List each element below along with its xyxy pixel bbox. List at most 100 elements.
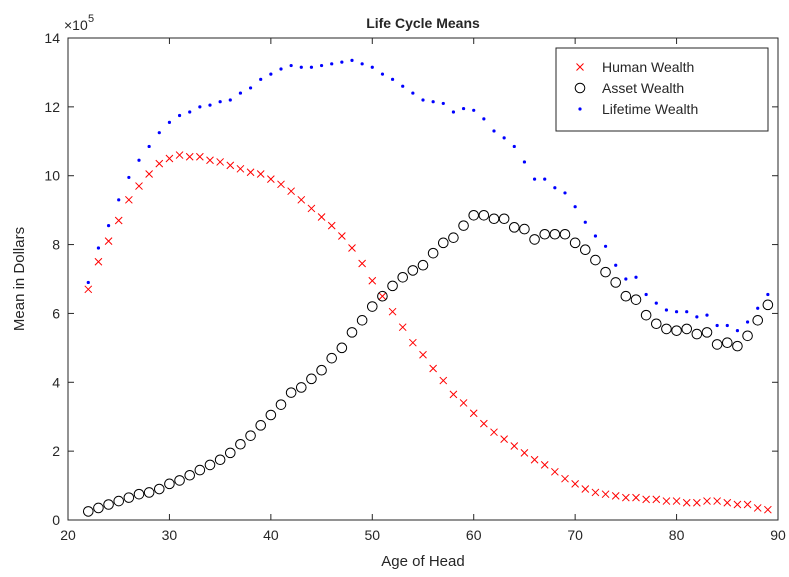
- data-point: [307, 204, 316, 213]
- data-point: [640, 309, 652, 321]
- data-point: [472, 108, 476, 112]
- data-point: [407, 265, 419, 276]
- data-point: [350, 58, 354, 62]
- data-point: [661, 323, 672, 335]
- data-point: [326, 352, 338, 364]
- data-point: [275, 399, 287, 410]
- y-tick-label: 12: [44, 99, 60, 115]
- data-point: [715, 323, 719, 328]
- data-point: [155, 159, 164, 168]
- data-point: [269, 72, 273, 76]
- data-point: [451, 110, 456, 114]
- data-point: [563, 191, 567, 195]
- data-point: [340, 60, 344, 64]
- data-point: [745, 320, 750, 324]
- data-point: [721, 337, 733, 348]
- data-point: [561, 474, 569, 483]
- data-point: [500, 435, 508, 443]
- data-point: [732, 340, 743, 352]
- data-point: [488, 213, 500, 225]
- data-point: [358, 259, 366, 268]
- data-point: [145, 170, 153, 178]
- data-point: [614, 263, 618, 267]
- data-point: [117, 198, 121, 202]
- data-point: [265, 409, 277, 421]
- data-point: [409, 338, 417, 347]
- data-point: [113, 495, 125, 507]
- data-point: [104, 237, 113, 245]
- data-point: [127, 175, 131, 180]
- data-point: [620, 290, 632, 302]
- data-point: [601, 490, 610, 499]
- plot-area: [67, 37, 779, 521]
- data-point: [295, 382, 307, 393]
- data-point: [106, 224, 111, 228]
- data-point: [256, 170, 265, 178]
- data-point: [502, 136, 506, 140]
- data-point: [218, 100, 222, 104]
- data-point: [177, 113, 182, 118]
- data-point: [228, 98, 232, 102]
- x-tick-label: 30: [162, 527, 178, 543]
- data-point: [695, 315, 699, 319]
- data-point: [510, 442, 519, 450]
- data-point: [185, 152, 194, 161]
- data-point: [137, 158, 141, 162]
- data-point: [571, 479, 579, 488]
- data-point: [330, 62, 334, 66]
- data-point: [84, 285, 93, 294]
- data-point: [224, 447, 236, 459]
- data-point: [519, 223, 530, 235]
- data-point: [652, 495, 661, 504]
- data-point: [306, 373, 317, 385]
- data-point: [388, 307, 397, 316]
- x-tick-label: 80: [669, 527, 685, 543]
- data-point: [103, 499, 114, 510]
- data-point: [299, 65, 303, 69]
- data-point: [468, 210, 480, 221]
- data-point: [287, 187, 295, 196]
- data-point: [123, 492, 135, 503]
- data-point: [279, 67, 283, 71]
- data-point: [664, 308, 669, 312]
- data-point: [458, 220, 469, 231]
- data-point: [167, 120, 172, 124]
- data-point: [674, 310, 679, 314]
- data-point: [703, 497, 711, 505]
- data-point: [206, 156, 214, 165]
- data-point: [135, 182, 143, 190]
- data-point: [532, 177, 537, 181]
- data-point: [82, 506, 94, 517]
- data-point: [245, 430, 256, 441]
- data-point: [644, 292, 648, 297]
- legend-label: Asset Wealth: [602, 80, 684, 96]
- x-tick-label: 40: [263, 527, 279, 543]
- data-point: [559, 228, 571, 240]
- y-multiplier: ×10: [64, 17, 88, 33]
- data-point: [317, 213, 326, 221]
- data-point: [397, 271, 409, 283]
- data-point: [194, 464, 206, 476]
- y-axis-label: Mean in Dollars: [11, 227, 28, 331]
- data-point: [235, 438, 246, 450]
- data-point: [248, 86, 253, 90]
- data-point: [175, 151, 184, 159]
- data-point: [490, 428, 498, 437]
- data-point: [289, 63, 293, 68]
- y-tick-label: 0: [52, 512, 60, 528]
- data-point: [174, 475, 185, 486]
- data-point: [593, 234, 598, 238]
- data-point: [204, 459, 216, 471]
- data-point: [540, 461, 549, 469]
- data-point: [478, 210, 490, 221]
- data-point: [236, 164, 245, 173]
- data-point: [114, 216, 123, 225]
- data-point: [327, 221, 336, 230]
- data-point: [448, 232, 459, 243]
- data-point: [603, 244, 608, 248]
- data-point: [196, 152, 204, 161]
- data-point: [285, 387, 297, 398]
- data-point: [125, 195, 133, 204]
- data-point: [133, 488, 145, 500]
- data-point: [630, 294, 642, 305]
